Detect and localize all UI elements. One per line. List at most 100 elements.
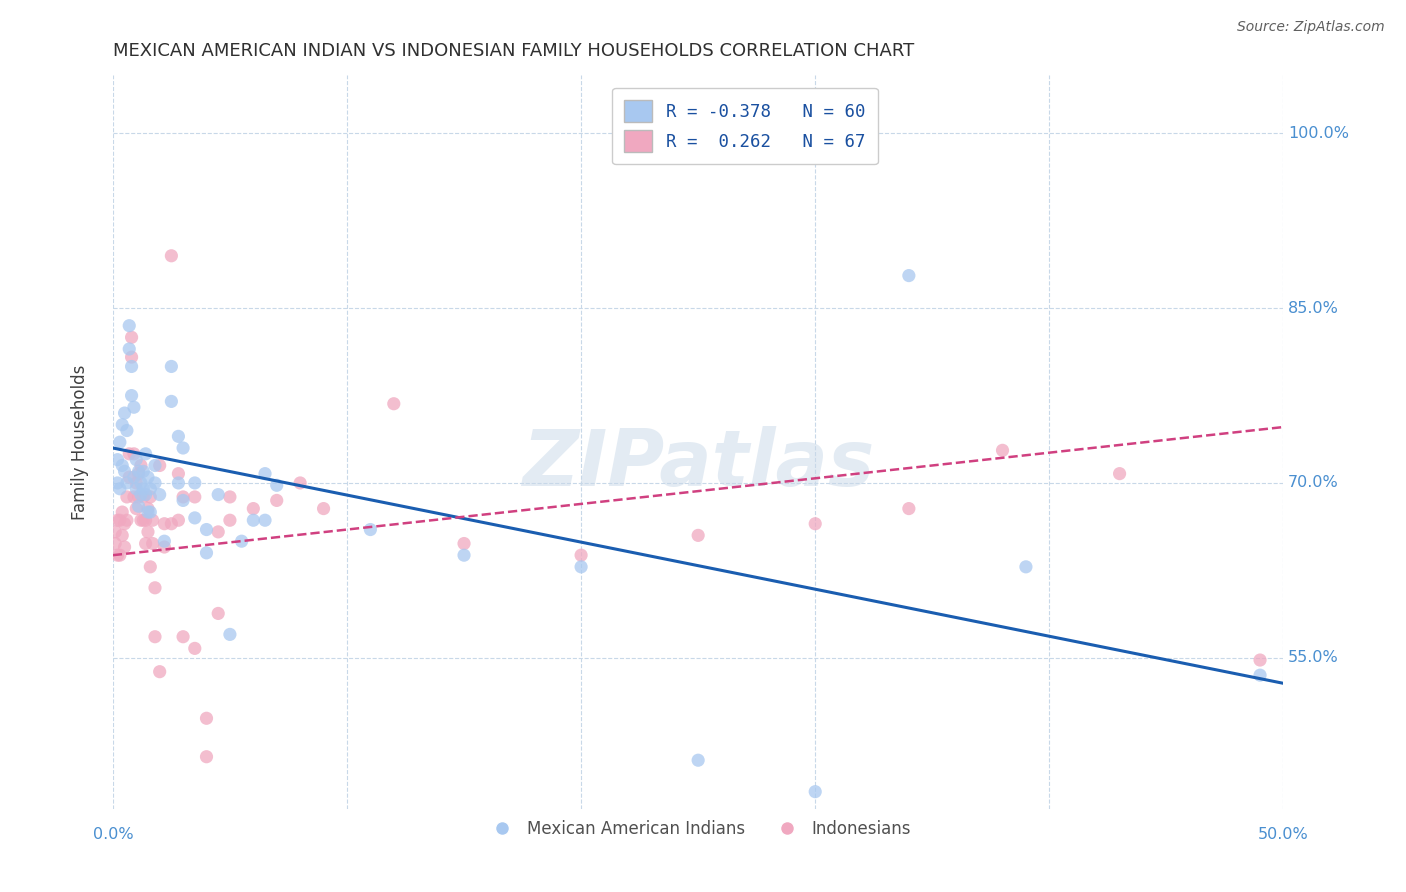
Text: 85.0%: 85.0% [1288,301,1339,316]
Point [382,397,405,411]
Point [167,513,190,527]
Point [135,513,157,527]
Point [139,490,162,504]
Point [804,785,827,799]
Point [104,524,127,539]
Point [160,359,183,374]
Point [172,441,194,455]
Point [118,447,141,461]
Point [108,548,131,562]
Point [132,464,155,478]
Point [153,516,176,531]
Point [184,490,207,504]
Point [107,475,129,490]
Point [114,516,136,531]
Point [143,458,166,473]
Point [231,534,253,549]
Point [128,464,150,478]
Point [104,536,127,550]
Point [149,665,172,679]
Point [139,559,162,574]
Point [359,523,381,537]
Point [149,487,172,501]
Point [135,536,157,550]
Point [1249,653,1271,667]
Point [160,516,183,531]
Point [312,501,335,516]
Point [897,501,920,516]
Point [195,523,218,537]
Point [107,452,129,467]
Point [108,482,131,496]
Point [135,447,157,461]
Point [136,505,159,519]
Point [172,630,194,644]
Point [253,467,276,481]
Point [118,318,141,333]
Point [207,487,229,501]
Point [107,513,129,527]
Point [132,513,155,527]
Point [1249,668,1271,682]
Point [111,458,134,473]
Point [111,505,134,519]
Point [266,478,288,492]
Point [108,513,131,527]
Point [128,490,150,504]
Point [688,753,710,767]
Text: MEXICAN AMERICAN INDIAN VS INDONESIAN FAMILY HOUSEHOLDS CORRELATION CHART: MEXICAN AMERICAN INDIAN VS INDONESIAN FA… [112,42,914,60]
Point [153,540,176,554]
Point [804,516,827,531]
Point [118,342,141,356]
Point [167,429,190,443]
Point [172,490,194,504]
Point [167,467,190,481]
Point [115,490,138,504]
Point [688,528,710,542]
Point [142,536,165,550]
Point [242,513,264,527]
Text: 55.0%: 55.0% [1288,650,1339,665]
Point [118,470,141,484]
Point [184,641,207,656]
Point [136,524,159,539]
Point [115,424,138,438]
Point [142,513,165,527]
Point [121,330,143,344]
Point [122,490,145,504]
Point [139,505,162,519]
Point [114,406,136,420]
Point [242,501,264,516]
Point [129,458,152,473]
Point [114,540,136,554]
Point [1108,467,1130,481]
Point [136,470,159,484]
Point [108,435,131,450]
Point [184,511,207,525]
Point [219,627,242,641]
Point [115,475,138,490]
Point [122,401,145,415]
Point [207,524,229,539]
Point [143,630,166,644]
Text: 100.0%: 100.0% [1288,126,1350,141]
Point [569,548,592,562]
Point [991,443,1014,458]
Point [129,513,152,527]
Point [143,475,166,490]
Text: 50.0%: 50.0% [1258,828,1309,843]
Point [111,417,134,432]
Point [122,447,145,461]
Point [569,559,592,574]
Point [195,711,218,725]
Legend: R = -0.378   N = 60, R =  0.262   N = 67: R = -0.378 N = 60, R = 0.262 N = 67 [612,87,877,164]
Point [160,249,183,263]
Point [219,513,242,527]
Point [122,470,145,484]
Point [114,464,136,478]
Point [132,490,155,504]
Point [160,394,183,409]
Point [129,475,152,490]
Point [219,490,242,504]
Point [1015,559,1038,574]
